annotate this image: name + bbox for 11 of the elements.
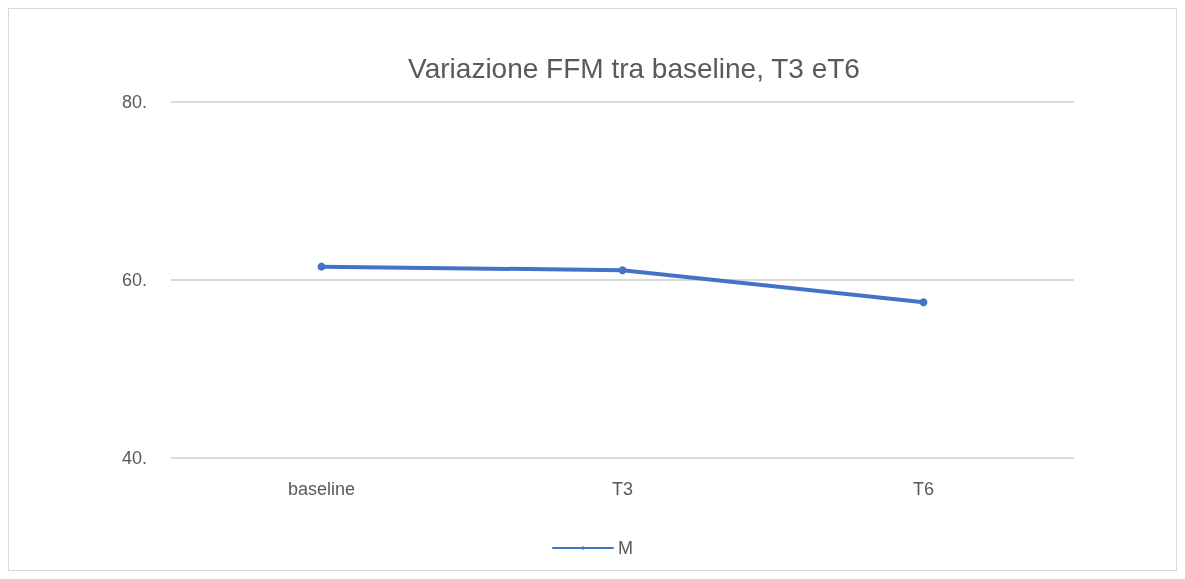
- x-tick-label: baseline: [287, 479, 356, 499]
- y-tick-label: 40.: [121, 448, 147, 468]
- legend-label: M: [618, 538, 633, 558]
- point: [317, 262, 326, 271]
- point: [919, 298, 928, 307]
- x-tick-label: T3: [611, 479, 634, 499]
- y-tick-label: 60.: [121, 270, 147, 290]
- chart-title: Variazione FFM tra baseline, T3 eT6: [408, 52, 860, 84]
- y-tick-label: 80.: [121, 92, 147, 112]
- x-tick-label: T6: [912, 479, 935, 499]
- point: [618, 266, 627, 275]
